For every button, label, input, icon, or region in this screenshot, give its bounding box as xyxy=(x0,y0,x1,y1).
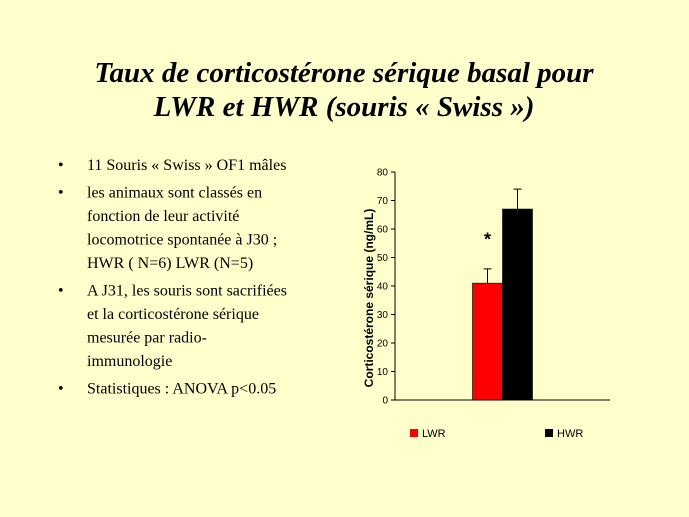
y-tick-label: 30 xyxy=(377,310,389,321)
bullet-symbol: • xyxy=(58,381,64,398)
bar xyxy=(502,208,533,401)
y-axis-label: Corticostérone sérique (ng/mL) xyxy=(362,209,376,388)
y-tick-label: 60 xyxy=(377,225,389,236)
annotation: * xyxy=(484,230,491,250)
bullet-text: locomotrice spontanée à J30 ; xyxy=(87,232,277,249)
bullet-text: fonction de leur activité xyxy=(87,208,239,225)
bullet-text: immunologie xyxy=(87,353,172,370)
bullet-text: les animaux sont classés en xyxy=(87,185,262,202)
bullet-symbol: • xyxy=(58,283,64,300)
bullet-text: Statistiques : ANOVA p<0.05 xyxy=(87,381,276,398)
y-tick-label: 50 xyxy=(377,253,389,264)
error-bar xyxy=(483,268,492,284)
slide-title: Taux de corticostérone sérique basal pou… xyxy=(94,57,594,89)
error-bar xyxy=(513,188,522,210)
y-tick-label: 10 xyxy=(377,367,389,378)
bullet-text: HWR ( N=6) LWR (N=5) xyxy=(87,255,253,272)
bullet-text: et la corticostérone sérique xyxy=(87,306,259,323)
y-tick-label: 20 xyxy=(377,339,389,350)
y-tick-label: 0 xyxy=(382,396,388,407)
y-tick-label: 80 xyxy=(377,168,389,179)
legend-label: LWR xyxy=(422,428,446,440)
y-tick-label: 40 xyxy=(377,282,389,293)
legend-swatch xyxy=(410,429,418,437)
bullet-symbol: • xyxy=(58,185,64,202)
bar xyxy=(472,282,503,401)
bullet-text: A J31, les souris sont sacrifiées xyxy=(87,283,287,300)
bullet-text: 11 Souris « Swiss » OF1 mâles xyxy=(87,157,286,174)
y-tick-label: 70 xyxy=(377,196,389,207)
legend-label: HWR xyxy=(557,428,583,440)
slide-title: LWR et HWR (souris « Swiss ») xyxy=(153,91,535,123)
bullet-symbol: • xyxy=(58,157,64,174)
bullet-text: mesurée par radio- xyxy=(87,330,207,347)
legend-swatch xyxy=(545,429,553,437)
